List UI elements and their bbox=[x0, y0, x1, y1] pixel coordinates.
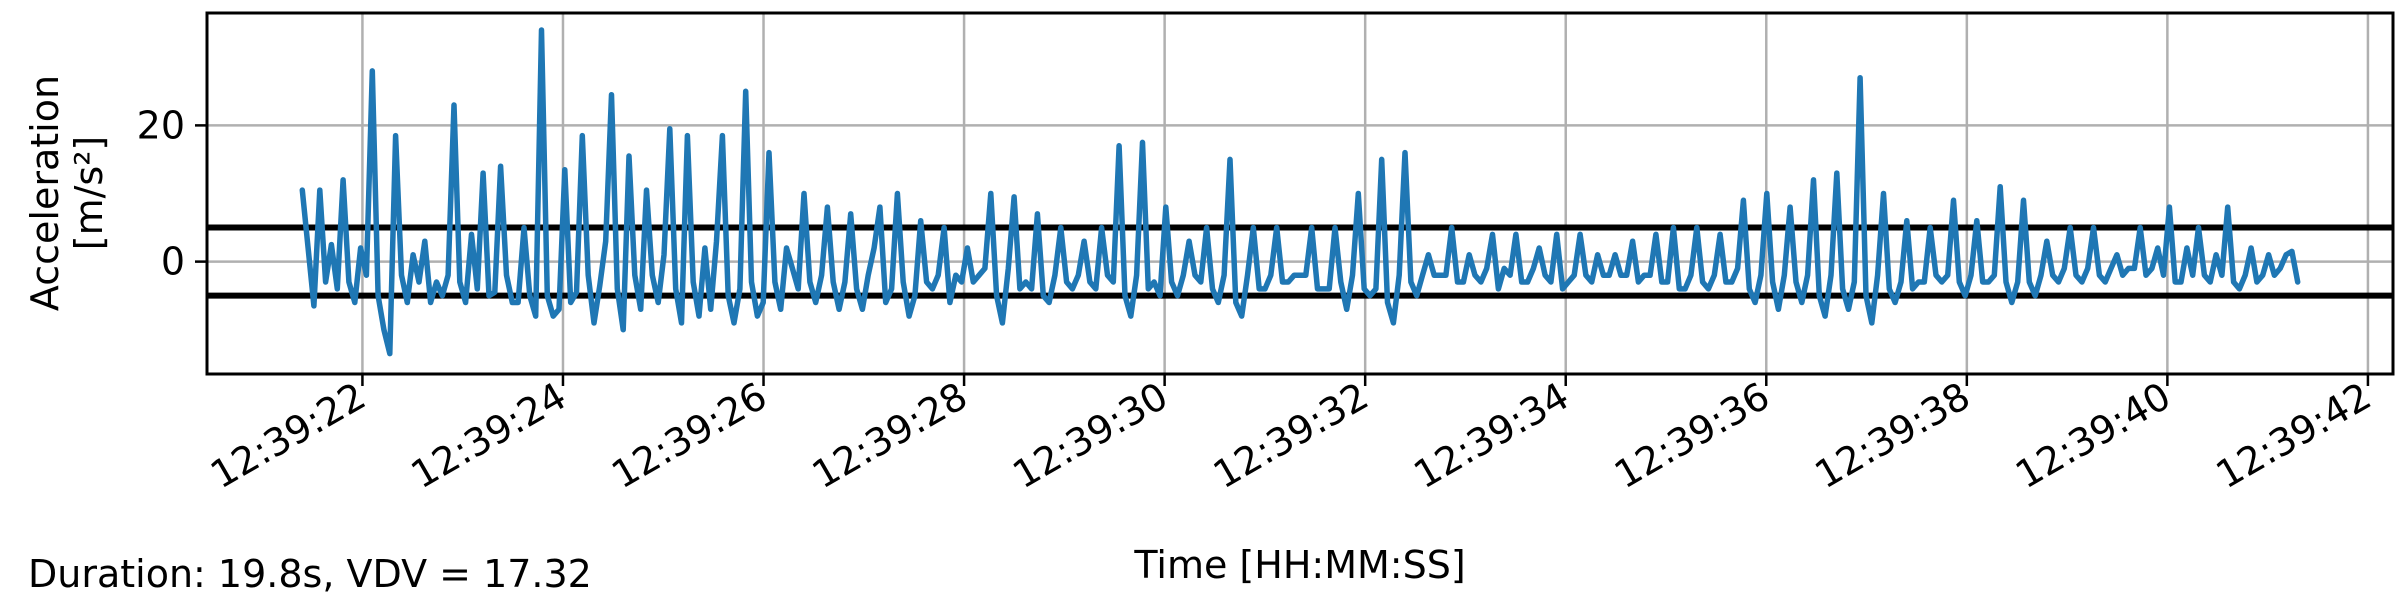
x-tick-label: 12:39:32 bbox=[1206, 374, 1376, 497]
y-axis-label-line1: Acceleration bbox=[23, 75, 67, 311]
grid bbox=[207, 13, 2393, 374]
y-axis: 0 20 bbox=[137, 103, 207, 284]
x-tick-label: 12:39:28 bbox=[805, 374, 975, 497]
x-tick-label: 12:39:36 bbox=[1607, 374, 1777, 497]
y-axis-label-line2: [m/s²] bbox=[67, 136, 111, 251]
x-axis-label: Time [HH:MM:SS] bbox=[1133, 543, 1465, 587]
series-layer bbox=[299, 27, 2301, 357]
acceleration-series-line bbox=[299, 27, 2301, 357]
x-tick-label: 12:39:38 bbox=[1808, 374, 1978, 497]
x-tick-label: 12:39:42 bbox=[2209, 374, 2379, 497]
x-tick-label: 12:39:34 bbox=[1406, 374, 1576, 497]
x-tick-label: 12:39:22 bbox=[203, 374, 373, 497]
x-axis: 12:39:22 12:39:24 12:39:26 12:39:28 12:39:30… bbox=[203, 374, 2378, 497]
y-tick-label: 20 bbox=[137, 103, 185, 147]
x-tick-label: 12:39:26 bbox=[604, 374, 774, 497]
x-tick-label: 12:39:40 bbox=[2008, 374, 2178, 497]
x-tick-label: 12:39:24 bbox=[404, 374, 574, 497]
duration-vdv-note: Duration: 19.8s, VDV = 17.32 bbox=[28, 552, 592, 596]
y-tick-label: 0 bbox=[161, 240, 185, 284]
plot-frame bbox=[205, 11, 2395, 376]
x-tick-label: 12:39:30 bbox=[1005, 374, 1175, 497]
